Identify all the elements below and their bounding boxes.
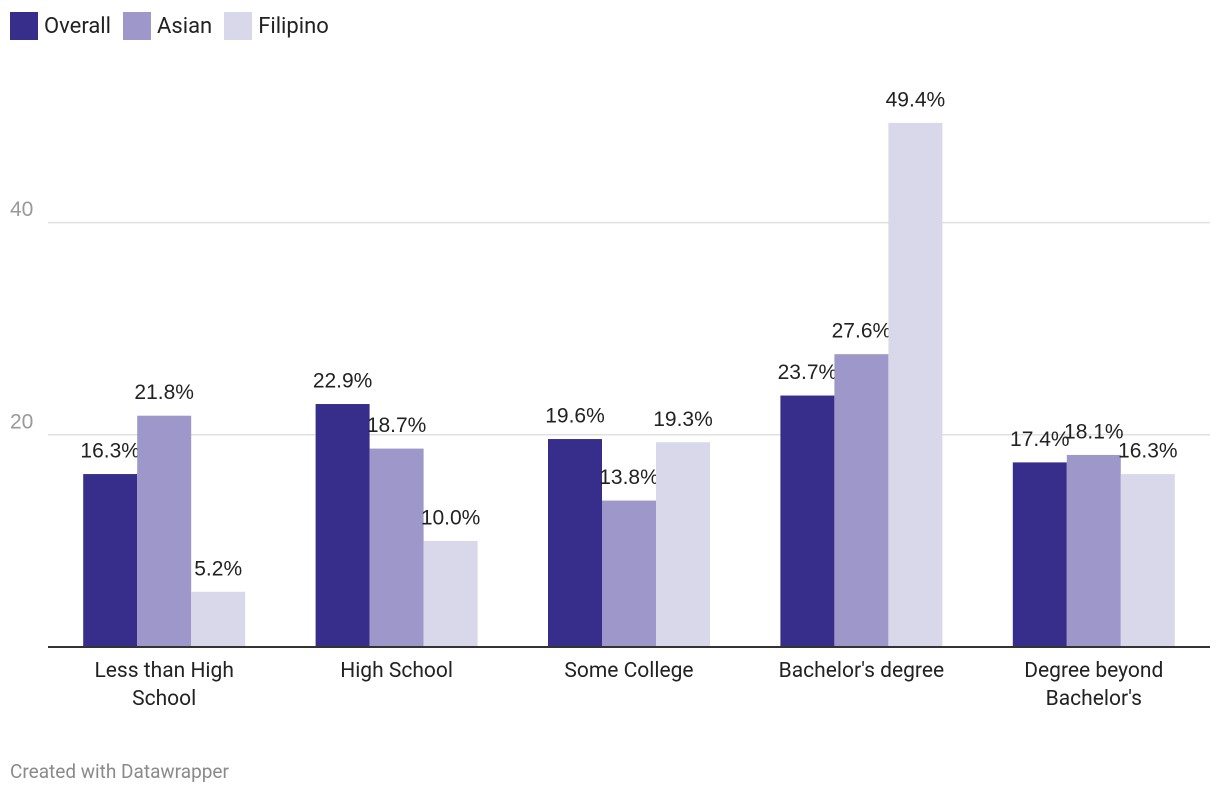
value-label: 13.8% (599, 466, 659, 489)
footer: Created with Datawrapper (10, 760, 229, 783)
value-label: 21.8% (134, 381, 194, 404)
x-tick-label: Degree beyond Bachelor's (1024, 659, 1164, 711)
bar (1120, 474, 1175, 647)
value-label: 49.4% (886, 88, 946, 111)
bar (315, 404, 370, 647)
y-tick-label: 20 (10, 410, 33, 433)
value-label: 27.6% (832, 320, 892, 343)
value-label: 16.3% (1118, 440, 1178, 463)
legend-swatch (224, 12, 253, 40)
x-tick-label: Bachelor's degree (778, 659, 945, 683)
x-tick-label: High School (340, 659, 453, 683)
bar (423, 540, 478, 647)
value-label: 17.4% (1010, 428, 1070, 451)
bar (191, 591, 246, 647)
y-tick-label: 40 (10, 198, 33, 221)
value-label: 23.7% (778, 361, 838, 384)
value-label: 16.3% (80, 440, 140, 463)
value-label: 18.1% (1064, 421, 1124, 444)
legend-item: Overall (10, 12, 111, 40)
legend-swatch (10, 12, 38, 40)
legend-item: Asian (123, 12, 212, 40)
bar (602, 500, 656, 647)
legend: Overall Asian Filipino (10, 12, 329, 40)
legend-swatch (123, 12, 152, 40)
value-label: 18.7% (367, 414, 427, 437)
value-label: 10.0% (421, 506, 481, 529)
bar (83, 474, 138, 647)
bar (834, 354, 889, 647)
bar (548, 439, 602, 647)
bar (780, 395, 835, 647)
value-label: 5.2% (194, 557, 242, 580)
bar (1066, 454, 1121, 647)
x-tick-label: Less than High School (94, 659, 234, 711)
value-label: 19.3% (653, 408, 713, 431)
legend-label: Filipino (258, 13, 329, 39)
bar (1012, 462, 1067, 647)
bar (888, 122, 943, 648)
legend-label: Overall (44, 13, 112, 39)
value-label: 22.9% (313, 370, 373, 393)
legend-label: Asian (157, 13, 213, 39)
bar (369, 448, 424, 647)
x-tick-label: Some College (564, 659, 694, 683)
bar (656, 442, 710, 647)
bar (137, 415, 192, 647)
value-label: 19.6% (545, 405, 605, 428)
legend-item: Filipino (224, 12, 329, 40)
